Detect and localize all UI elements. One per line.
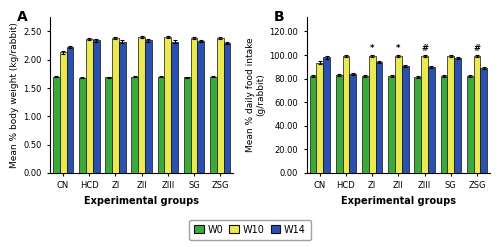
Bar: [388, 76, 395, 173]
Bar: [376, 62, 382, 173]
Bar: [145, 41, 152, 173]
X-axis label: Experimental groups: Experimental groups: [341, 196, 456, 206]
Bar: [362, 76, 368, 173]
Bar: [66, 47, 73, 173]
Bar: [172, 42, 178, 173]
Bar: [184, 77, 190, 173]
Bar: [92, 41, 100, 173]
Text: *: *: [396, 44, 400, 54]
Bar: [480, 68, 487, 173]
Bar: [454, 58, 461, 173]
Bar: [112, 38, 119, 173]
Bar: [106, 77, 112, 173]
Text: A: A: [17, 9, 28, 23]
Text: #: #: [474, 44, 480, 53]
Bar: [158, 77, 164, 173]
Bar: [210, 77, 217, 173]
Legend: W0, W10, W14: W0, W10, W14: [189, 220, 311, 240]
Text: #: #: [421, 44, 428, 53]
Bar: [342, 56, 349, 173]
Bar: [466, 76, 473, 173]
Bar: [448, 56, 454, 173]
Bar: [190, 38, 198, 173]
Bar: [368, 56, 376, 173]
Bar: [414, 77, 421, 173]
Bar: [132, 77, 138, 173]
Bar: [336, 75, 342, 173]
Y-axis label: Mean % daily food intake
(g/rabbit): Mean % daily food intake (g/rabbit): [246, 38, 266, 152]
Y-axis label: Mean % body weight (kg/rabbit): Mean % body weight (kg/rabbit): [10, 22, 19, 168]
Bar: [86, 39, 92, 173]
Bar: [310, 76, 316, 173]
Bar: [402, 66, 408, 173]
Bar: [421, 56, 428, 173]
Text: B: B: [274, 9, 284, 23]
Bar: [53, 77, 60, 173]
Bar: [474, 56, 480, 173]
Bar: [428, 67, 434, 173]
X-axis label: Experimental groups: Experimental groups: [84, 196, 199, 206]
Bar: [198, 41, 204, 173]
Bar: [138, 37, 145, 173]
Bar: [217, 38, 224, 173]
Bar: [224, 43, 230, 173]
Bar: [395, 56, 402, 173]
Bar: [440, 76, 448, 173]
Bar: [316, 63, 323, 173]
Bar: [79, 78, 86, 173]
Bar: [119, 42, 126, 173]
Bar: [60, 52, 66, 173]
Bar: [164, 37, 172, 173]
Bar: [323, 57, 330, 173]
Text: *: *: [370, 44, 374, 54]
Bar: [350, 74, 356, 173]
